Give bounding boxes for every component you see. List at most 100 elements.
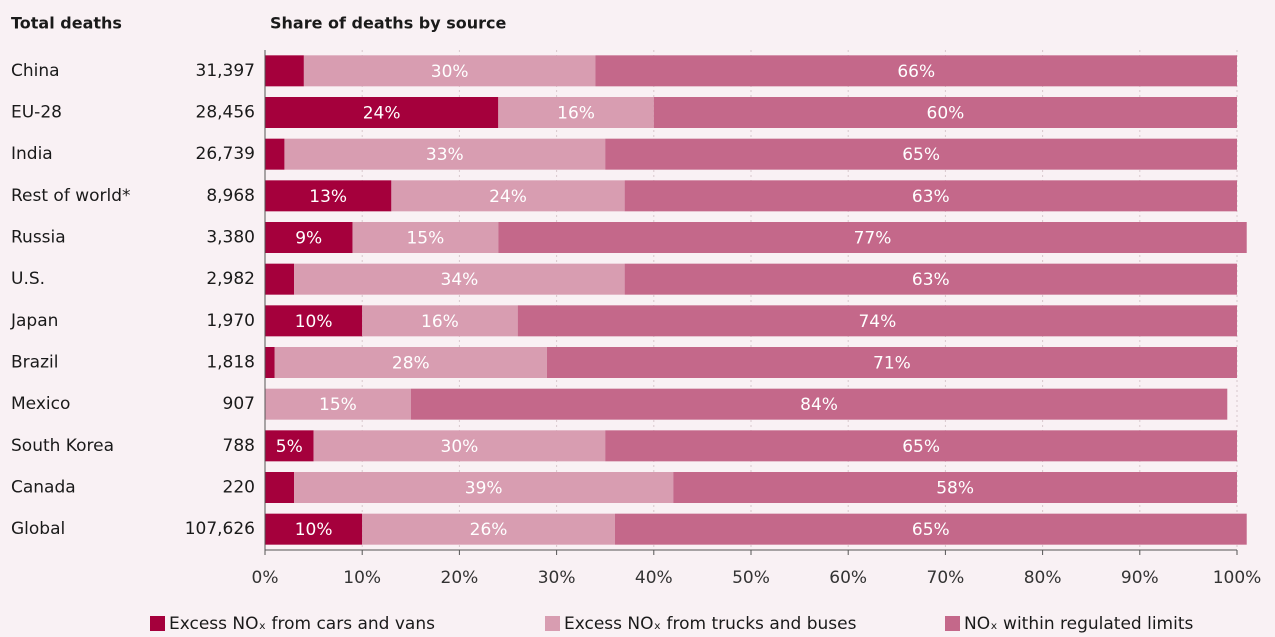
value-label: 66% [897, 62, 935, 82]
category-label: Russia [11, 228, 66, 248]
total-label: 28,456 [196, 103, 255, 123]
bar-segment [352, 222, 499, 253]
legend-label: Excess NOₓ from cars and vans [169, 614, 435, 634]
x-tick-label: 0% [252, 568, 279, 588]
bar-segment [265, 513, 363, 545]
category-label: South Korea [11, 436, 114, 456]
value-label: 10% [295, 520, 333, 540]
category-label: Japan [10, 311, 58, 331]
value-label: 26% [470, 520, 508, 540]
total-label: 31,397 [196, 61, 255, 81]
legend-label: Excess NOₓ from trucks and buses [564, 614, 857, 634]
bar-segment [410, 388, 1228, 420]
value-label: 30% [441, 437, 479, 457]
bar-segment [624, 263, 1237, 295]
category-label: Mexico [11, 394, 70, 414]
value-label: 15% [406, 229, 444, 249]
bar-segment [265, 138, 285, 170]
x-tick-label: 70% [927, 568, 965, 588]
x-tick-label: 40% [635, 568, 673, 588]
category-label: India [11, 144, 53, 164]
chart-title: Share of deaths by source [270, 14, 507, 33]
total-label: 3,380 [206, 228, 255, 248]
legend-swatch [150, 616, 165, 631]
x-tick-label: 80% [1024, 568, 1062, 588]
bar-segment [605, 138, 1237, 170]
value-label: 77% [854, 229, 892, 249]
value-label: 63% [912, 270, 950, 290]
value-label: 60% [927, 104, 965, 124]
bar-segment [294, 472, 674, 503]
bar-segment [294, 263, 625, 295]
totals-title: Total deaths [11, 14, 122, 33]
legend-label: NOₓ within regulated limits [964, 614, 1194, 634]
category-label: EU-28 [11, 103, 62, 123]
value-label: 65% [902, 145, 940, 165]
bar-segment [362, 513, 615, 545]
category-label: Canada [11, 478, 76, 498]
bar-segment [517, 305, 1237, 337]
x-tick-label: 100% [1213, 568, 1262, 588]
value-label: 5% [276, 437, 303, 457]
value-label: 71% [873, 354, 911, 374]
bar-segment [673, 472, 1237, 503]
bar-segment [265, 97, 499, 128]
value-label: 65% [902, 437, 940, 457]
bar-segment [653, 97, 1237, 128]
bar-segment [498, 222, 1247, 253]
value-label: 74% [858, 312, 896, 332]
bar-segment [274, 347, 547, 378]
value-label: 34% [441, 270, 479, 290]
total-label: 26,739 [196, 144, 255, 164]
total-label: 107,626 [185, 519, 255, 539]
value-label: 15% [319, 395, 357, 415]
bar-segment [265, 55, 304, 87]
x-tick-label: 50% [732, 568, 770, 588]
value-label: 10% [295, 312, 333, 332]
bar-segment [284, 138, 606, 170]
total-label: 2,982 [206, 269, 255, 289]
bar-segment [265, 430, 314, 462]
bar-segment [265, 180, 392, 212]
x-tick-label: 60% [829, 568, 867, 588]
value-label: 13% [309, 187, 347, 207]
value-label: 16% [421, 312, 459, 332]
bar-segment [595, 55, 1237, 87]
value-label: 28% [392, 354, 430, 374]
total-label: 1,818 [206, 353, 255, 373]
x-tick-label: 30% [538, 568, 576, 588]
category-label: Brazil [11, 353, 58, 373]
value-label: 9% [295, 229, 322, 249]
bar-segment [265, 222, 353, 253]
value-label: 24% [363, 104, 401, 124]
value-label: 39% [465, 479, 503, 499]
bar-segment [605, 430, 1237, 462]
value-label: 30% [431, 62, 469, 82]
bar-segment [614, 513, 1247, 545]
x-tick-label: 90% [1121, 568, 1159, 588]
value-label: 16% [557, 104, 595, 124]
category-label: China [11, 61, 60, 81]
value-label: 33% [426, 145, 464, 165]
total-label: 220 [223, 478, 255, 498]
total-label: 8,968 [206, 186, 255, 206]
category-label: U.S. [11, 269, 45, 289]
x-tick-label: 10% [343, 568, 381, 588]
value-label: 24% [489, 187, 527, 207]
bar-segment [498, 97, 654, 128]
legend-swatch [545, 616, 560, 631]
x-tick-label: 20% [441, 568, 479, 588]
category-label: Global [11, 519, 65, 539]
total-label: 907 [223, 394, 255, 414]
bar-segment [265, 472, 295, 503]
bar-segment [265, 388, 411, 420]
bar-segment [303, 55, 596, 87]
bar-segment [391, 180, 625, 212]
total-label: 1,970 [206, 311, 255, 331]
bar-segment [546, 347, 1237, 378]
bar-segment [624, 180, 1237, 212]
category-label: Rest of world* [11, 186, 131, 206]
value-label: 63% [912, 187, 950, 207]
bar-segment [313, 430, 606, 462]
bar-segment [265, 305, 363, 337]
